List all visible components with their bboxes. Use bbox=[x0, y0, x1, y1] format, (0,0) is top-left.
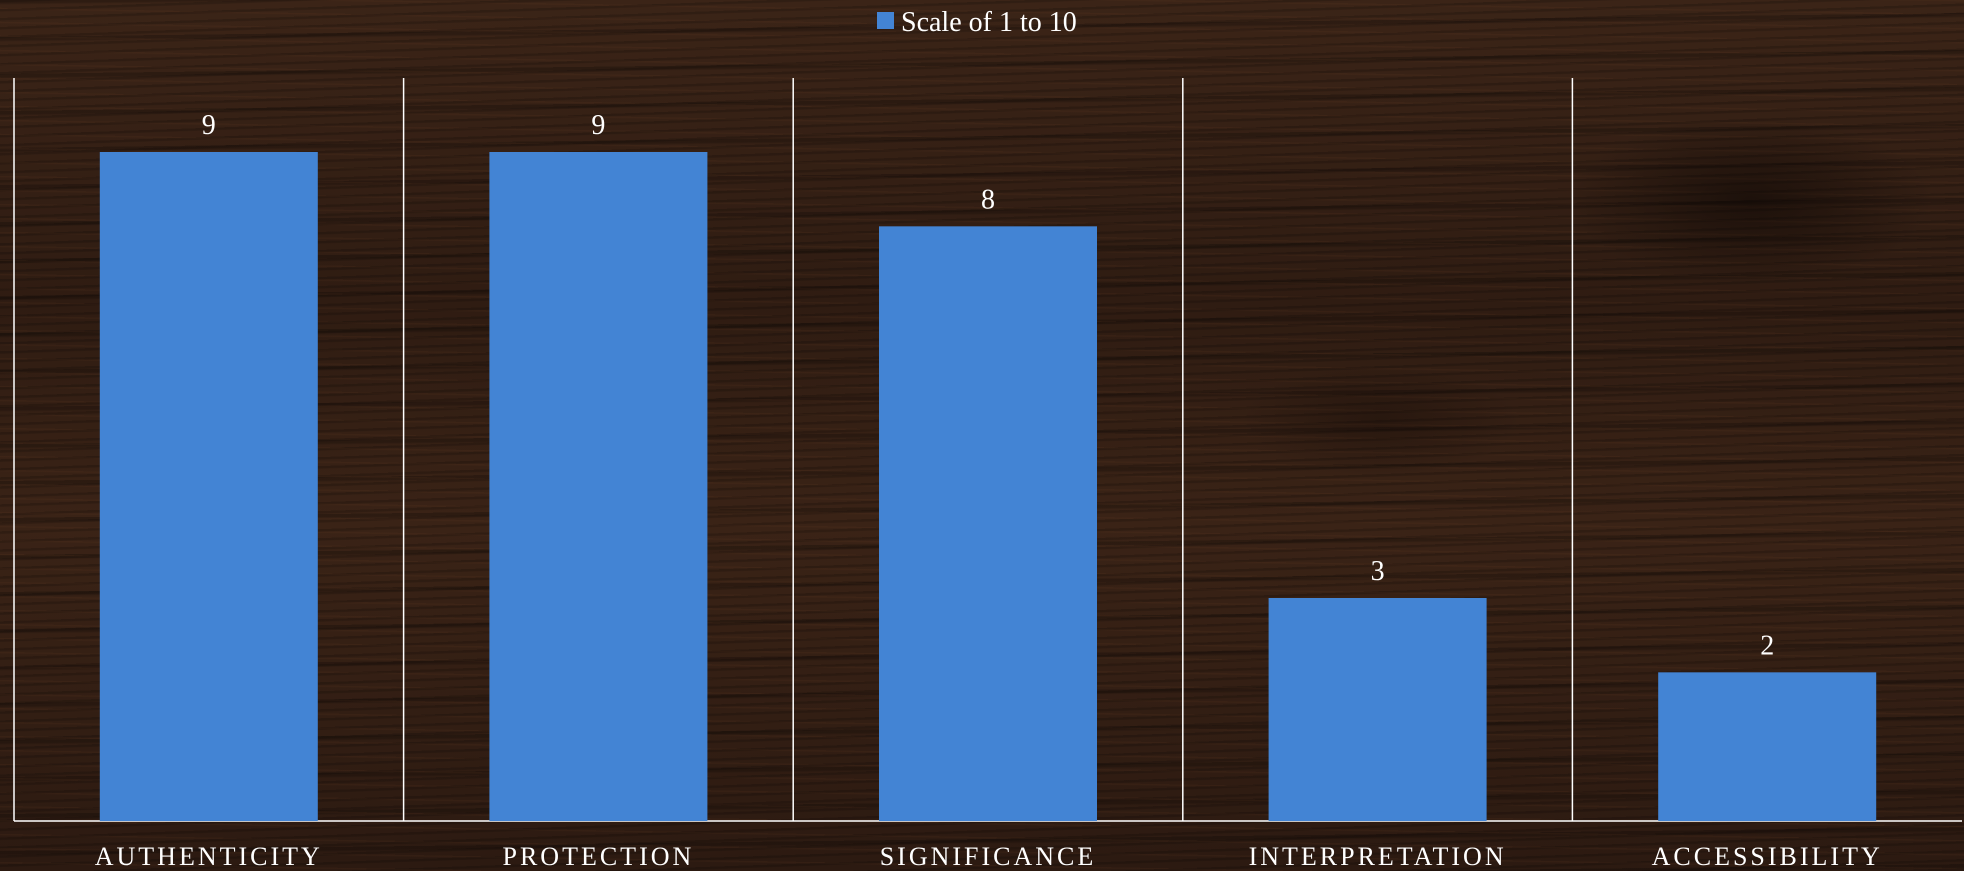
x-tick-label-accessibility: ACCESSIBILITY bbox=[1652, 842, 1883, 871]
x-tick-label-authenticity: AUTHENTICITY bbox=[95, 842, 323, 871]
x-tick-label-interpretation: INTERPRETATION bbox=[1249, 842, 1507, 871]
plot-area: 9 AUTHENTICITY 9 PROTECTION 8 SIGNIFICANCE 3 IN… bbox=[13, 78, 1962, 871]
x-tick-label-significance: SIGNIFICANCE bbox=[880, 842, 1097, 871]
data-label-protection: 9 bbox=[591, 110, 605, 141]
data-label-authenticity: 9 bbox=[202, 110, 216, 141]
data-label-accessibility: 2 bbox=[1760, 630, 1774, 661]
bar-interpretation bbox=[1268, 598, 1487, 821]
x-tick-label-protection: PROTECTION bbox=[503, 842, 695, 871]
legend-label: Scale of 1 to 10 bbox=[901, 7, 1077, 38]
bar-authenticity bbox=[99, 152, 318, 821]
legend: Scale of 1 to 10 bbox=[877, 7, 1077, 38]
legend-swatch bbox=[877, 12, 894, 29]
bar-accessibility bbox=[1658, 672, 1877, 821]
data-label-significance: 8 bbox=[981, 184, 995, 215]
bar-significance bbox=[879, 226, 1097, 822]
data-label-interpretation: 3 bbox=[1371, 556, 1385, 587]
bar-protection bbox=[489, 152, 708, 821]
